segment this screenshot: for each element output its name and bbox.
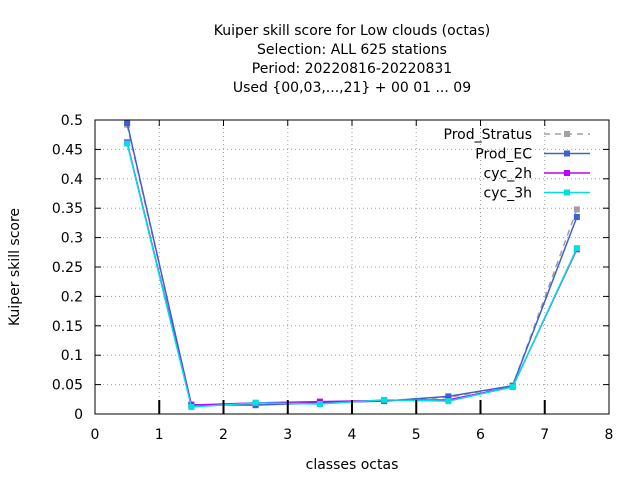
x-axis-label: classes octas <box>306 457 399 473</box>
x-tick-label: 3 <box>283 427 292 443</box>
grid <box>94 119 610 415</box>
chart-title: Kuiper skill score for Low clouds (octas… <box>214 23 490 96</box>
y-tick-labels: 0 0.05 0.1 0.15 0.2 0.25 0.3 0.35 0.4 0.45 0.5 <box>52 113 83 423</box>
bottom-tick-marks <box>158 400 546 414</box>
series-line <box>126 143 578 408</box>
data-point <box>573 245 580 252</box>
x-tick-label: 7 <box>540 427 549 443</box>
x-tick-label: 6 <box>476 427 485 443</box>
x-tick-label: 1 <box>155 427 164 443</box>
legend-item: cyc_2h <box>484 166 590 182</box>
y-tick-label: 0.5 <box>61 113 83 129</box>
legend-label: cyc_3h <box>484 186 532 202</box>
data-point <box>509 383 516 390</box>
data-point <box>573 214 580 221</box>
legend-swatch-marker <box>564 189 570 196</box>
data-point <box>381 396 388 403</box>
y-axis-label: Kuiper skill score <box>7 208 23 326</box>
y-tick-label: 0.15 <box>52 319 83 335</box>
x-tick-label: 0 <box>91 427 100 443</box>
legend-item: Prod_Stratus <box>444 127 590 143</box>
data-point <box>188 403 195 410</box>
legend-swatch-marker <box>564 150 570 157</box>
x-tick-label: 5 <box>412 427 421 443</box>
title-line: Period: 20220816-20220831 <box>252 61 452 77</box>
y-tick-label: 0.1 <box>61 348 83 364</box>
x-tick-labels: 0 1 2 3 4 5 6 7 8 <box>91 427 614 443</box>
y-tick-label: 0.2 <box>61 289 83 305</box>
y-tick-label: 0.4 <box>61 172 83 188</box>
y-tick-label: 0.25 <box>52 260 83 276</box>
legend-swatch-marker <box>564 131 570 137</box>
y-tick-label: 0.3 <box>61 231 83 247</box>
x-tick-label: 4 <box>348 427 357 443</box>
legend-label: cyc_2h <box>484 166 532 182</box>
legend: Prod_Stratus Prod_EC cyc_2h cyc_3h <box>444 127 590 202</box>
data-point <box>445 393 452 400</box>
legend-item: Prod_EC <box>475 147 590 163</box>
title-line: Used {00,03,...,21} + 00 01 ... 09 <box>233 80 471 96</box>
title-line: Selection: ALL 625 stations <box>257 42 447 58</box>
y-tick-label: 0.35 <box>52 201 83 217</box>
legend-label: Prod_Stratus <box>444 127 532 143</box>
data-point <box>573 206 580 213</box>
legend-label: Prod_EC <box>475 147 532 163</box>
y-tick-label: 0.45 <box>52 142 83 158</box>
data-point <box>445 398 452 405</box>
y-tick-label: 0 <box>74 407 83 423</box>
data-point <box>316 401 323 408</box>
data-point <box>252 399 259 406</box>
legend-item: cyc_3h <box>484 186 590 202</box>
x-tick-label: 2 <box>219 427 228 443</box>
data-point <box>124 119 131 126</box>
title-line: Kuiper skill score for Low clouds (octas… <box>214 23 490 39</box>
data-point <box>124 140 131 147</box>
y-tick-label: 0.05 <box>52 378 83 394</box>
x-tick-label: 8 <box>605 427 614 443</box>
legend-swatch-marker <box>564 170 570 176</box>
